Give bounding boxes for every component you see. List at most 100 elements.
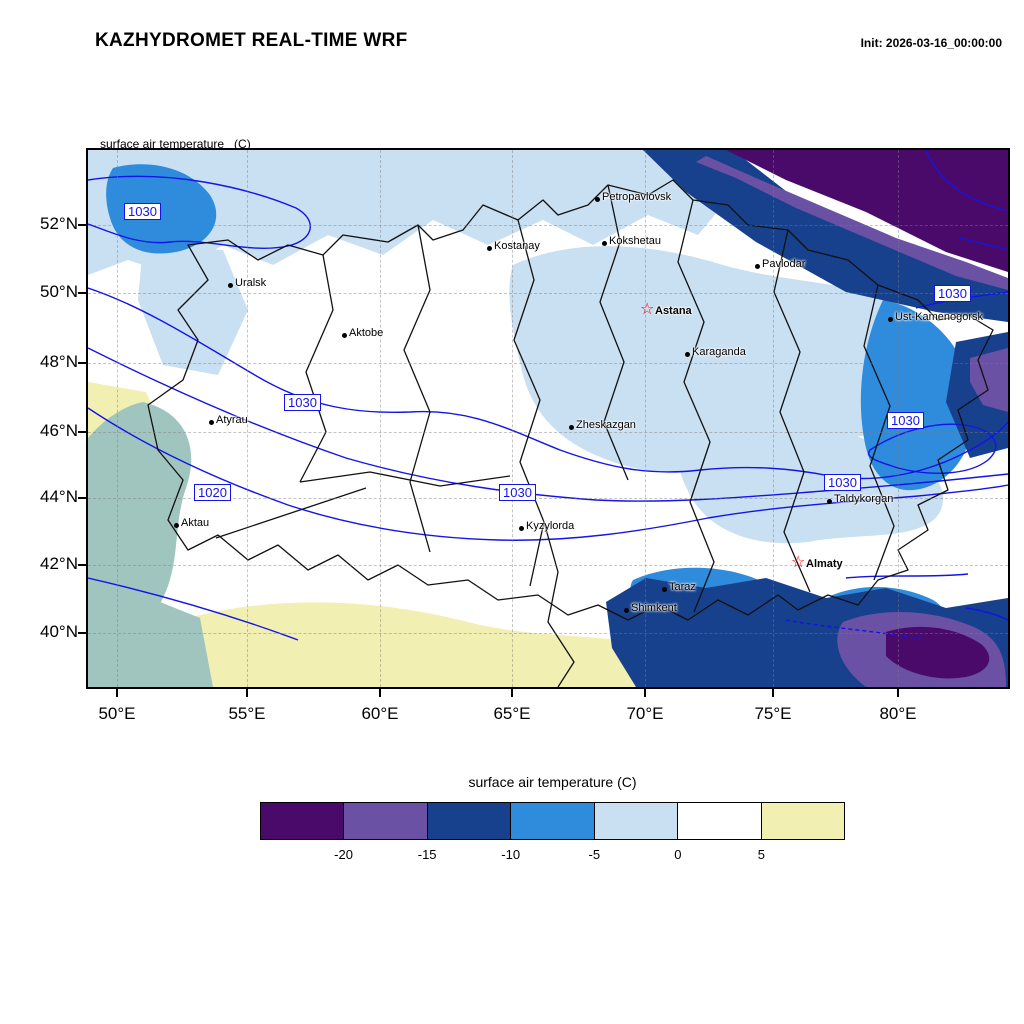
oblast-border [543, 521, 575, 687]
city-layer: Petropavlovsk Kostanay Kokshetau Pavlodar Ur… [88, 150, 1008, 687]
caption-temperature: surface air temperature (C) [100, 137, 251, 151]
city-label: Pavlodar [762, 258, 806, 270]
pressure-value-label: 1030 [284, 394, 321, 411]
oblast-border [403, 224, 431, 553]
country-border [147, 179, 994, 621]
lon-tick-label: 65°E [493, 704, 531, 723]
city-label: Kyzylorda [526, 520, 575, 532]
legend-color-segment [594, 803, 679, 839]
isobar [925, 150, 1008, 211]
weather-map: Petropavlovsk Kostanay Kokshetau Pavlodar Ur… [86, 148, 1010, 689]
isobar [88, 175, 311, 249]
city-dot-icon [174, 523, 179, 528]
lat-tick-label: 40°N [40, 622, 78, 641]
legend-color-segment [427, 803, 512, 839]
isobar [88, 287, 1008, 480]
temp-region-light [88, 150, 723, 275]
legend-color-bar [260, 802, 845, 840]
pressure-value-label: 1030 [934, 285, 971, 302]
legend-tick-label: -5 [588, 847, 601, 862]
isobar [88, 407, 1008, 541]
city-dot-icon [888, 317, 893, 322]
colorbar-legend: surface air temperature (C) -20 -15 -10 -5 0… [260, 774, 845, 867]
oblast-border [773, 229, 811, 593]
city-label: Karaganda [692, 346, 746, 358]
oblast-border [299, 471, 511, 487]
lon-tick-label: 75°E [754, 704, 792, 723]
city-label: Zheskazgan [576, 419, 636, 431]
city-label: Taraz [669, 581, 696, 593]
legend-title: surface air temperature (C) [468, 774, 637, 790]
temp-region-colder [643, 150, 1008, 322]
pressure-contours [88, 150, 1008, 641]
legend-tick-label: -15 [417, 847, 437, 862]
city-label: Shimkent [631, 602, 677, 614]
temp-region-light [138, 245, 248, 375]
pressure-value-label: 1030 [124, 203, 161, 220]
capital-star-icon: ☆ [640, 301, 655, 318]
city-label: Kostanay [494, 240, 540, 252]
lon-tick-label: 80°E [879, 704, 917, 723]
lon-tick-label: 50°E [98, 704, 136, 723]
pressure-value-label: 1030 [824, 474, 861, 491]
city-dot-icon [755, 264, 760, 269]
lon-tick-mark [644, 689, 646, 697]
legend-tick-label: -10 [501, 847, 521, 862]
city-label: Almaty [806, 558, 843, 570]
lat-tick-mark [78, 292, 86, 294]
pressure-value-label: 1030 [499, 484, 536, 501]
isobar [868, 423, 997, 474]
lat-tick-label: 50°N [40, 282, 78, 301]
lon-tick-label: 55°E [228, 704, 266, 723]
init-timestamp: Init: 2026-03-16_00:00:00 [860, 36, 1002, 50]
oblast-border [215, 487, 367, 539]
city-dot-icon [569, 425, 574, 430]
city-label: Ust-Kamenogorsk [895, 311, 984, 323]
city-dot-icon [342, 333, 347, 338]
lon-tick-label: 70°E [626, 704, 664, 723]
lon-tick-mark [379, 689, 381, 697]
lat-tick-mark [78, 564, 86, 566]
city-label: Atyrau [216, 414, 248, 426]
city-label: Astana [655, 305, 692, 317]
temp-region-coldest [726, 150, 1008, 272]
legend-tick-label: -20 [334, 847, 353, 862]
isobar [88, 347, 1008, 502]
city-dot-icon [602, 241, 607, 246]
city-dot-icon [827, 499, 832, 504]
city-dot-icon [685, 352, 690, 357]
temp-region-cold [860, 300, 974, 491]
sea-region [88, 598, 213, 687]
temperature-pressure-map [88, 150, 1008, 687]
legend-color-segment [678, 803, 762, 839]
temp-region-warm [188, 602, 650, 687]
region-borders [147, 179, 994, 687]
city-label: Aktau [181, 517, 210, 529]
lon-tick-mark [772, 689, 774, 697]
page-title: KAZHYDROMET REAL-TIME WRF [95, 30, 408, 51]
city-label: Kokshetau [609, 235, 661, 247]
lat-tick-label: 46°N [40, 421, 78, 440]
legend-tick-label: 0 [674, 847, 682, 862]
city-dot-icon [662, 587, 667, 592]
lon-tick-mark [511, 689, 513, 697]
city-dot-icon [228, 283, 233, 288]
city-dot-icon [595, 197, 600, 202]
lat-tick-label: 44°N [40, 487, 78, 506]
city-label: Petropavlovsk [602, 191, 672, 203]
lat-tick-label: 52°N [40, 214, 78, 233]
lat-tick-label: 42°N [40, 554, 78, 573]
legend-color-segment [511, 803, 595, 839]
lon-tick-label: 60°E [361, 704, 399, 723]
oblast-border [863, 284, 895, 581]
city-dot-icon [519, 526, 524, 531]
lon-tick-mark [897, 689, 899, 697]
city-label: Uralsk [235, 277, 267, 289]
pressure-value-label: 1030 [887, 412, 924, 429]
lat-tick-label: 48°N [40, 352, 78, 371]
city-label: Taldykorgan [834, 493, 894, 505]
city-dot-icon [209, 420, 214, 425]
lon-tick-mark [116, 689, 118, 697]
temp-region-coldest [886, 626, 990, 679]
